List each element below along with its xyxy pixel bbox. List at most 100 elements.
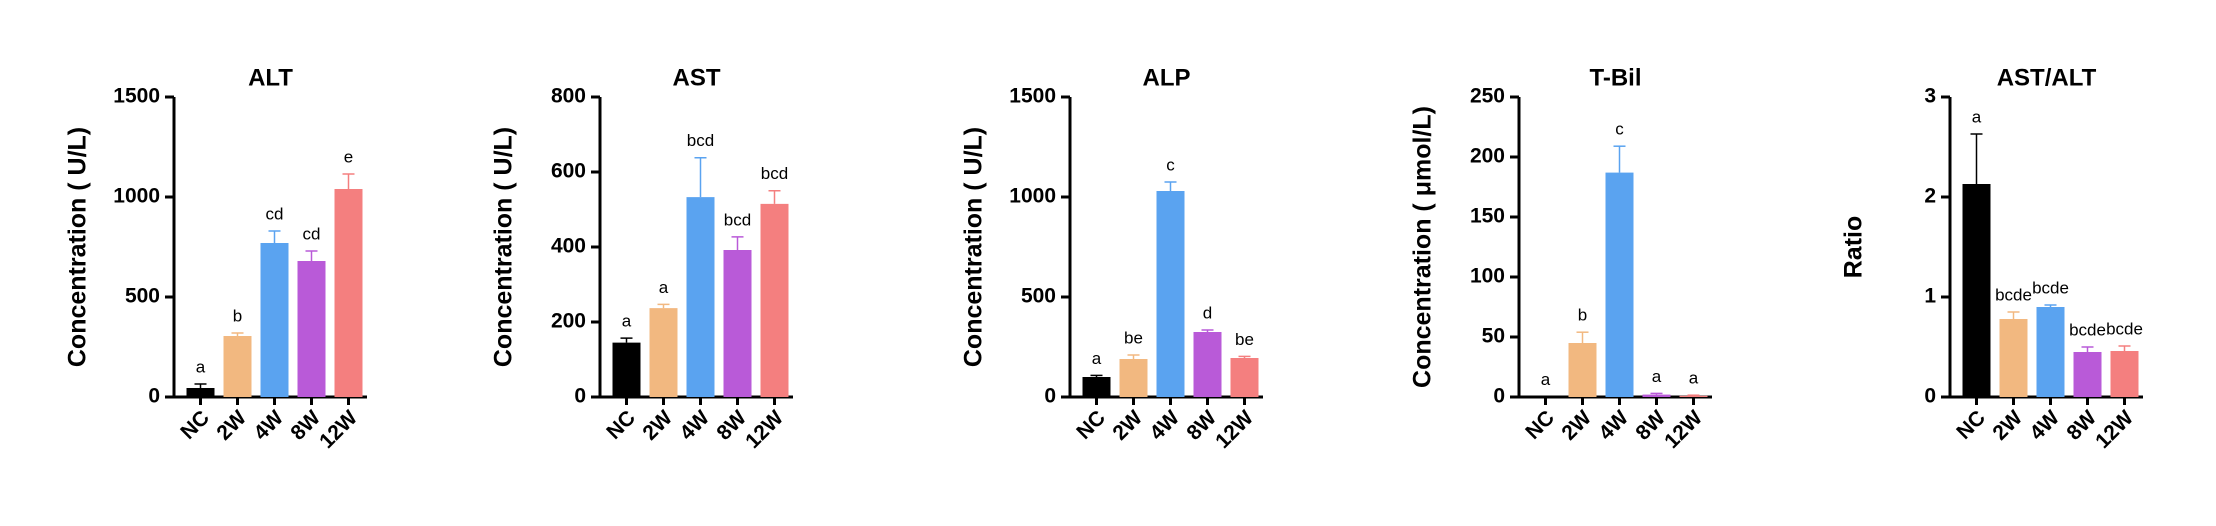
x-tick-label: 4W xyxy=(1145,406,1184,445)
y-tick-label: 0 xyxy=(1044,385,1056,408)
significance-label: be xyxy=(1235,330,1254,349)
chart-title: AST xyxy=(673,64,721,91)
significance-label: bcde xyxy=(2069,320,2106,339)
y-axis-label: Ratio xyxy=(1840,216,1868,279)
y-tick-label: 250 xyxy=(1470,85,1505,108)
bar xyxy=(1962,184,1991,397)
y-axis-label: Concentration ( U/L) xyxy=(960,127,988,367)
significance-label: cd xyxy=(303,224,321,243)
x-tick-label: 2W xyxy=(1108,406,1147,445)
y-tick-label: 1 xyxy=(1924,285,1936,308)
bar xyxy=(723,250,752,397)
x-tick-label: 4W xyxy=(675,406,714,445)
y-tick-label: 800 xyxy=(551,85,586,108)
y-tick-label: 200 xyxy=(1470,145,1505,168)
x-tick-label: 4W xyxy=(1594,406,1633,445)
bar xyxy=(334,189,363,397)
bar xyxy=(612,342,641,397)
x-tick-label: 2W xyxy=(1557,406,1596,445)
y-tick-label: 1000 xyxy=(1009,185,1056,208)
y-tick-label: 0 xyxy=(148,385,160,408)
significance-label: bcd xyxy=(761,164,788,183)
significance-label: bcde xyxy=(2106,319,2143,338)
y-tick-label: 100 xyxy=(1470,265,1505,288)
y-tick-label: 2 xyxy=(1924,185,1936,208)
x-tick-label: NC xyxy=(1521,406,1559,444)
significance-label: a xyxy=(1689,369,1699,388)
y-axis-label: Concentration ( μmol/L) xyxy=(1409,106,1437,388)
bar xyxy=(260,243,289,397)
y-tick-label: 0 xyxy=(1493,385,1505,408)
x-tick-label: NC xyxy=(602,406,640,444)
bar xyxy=(1999,319,2028,397)
chart-title: ALT xyxy=(248,64,293,91)
significance-label: a xyxy=(196,357,206,376)
significance-label: b xyxy=(1578,306,1587,325)
chart-title: T-Bil xyxy=(1590,64,1642,91)
x-tick-label: 2W xyxy=(212,406,251,445)
bar xyxy=(297,261,326,397)
significance-label: c xyxy=(1615,120,1624,139)
x-tick-label: 4W xyxy=(2025,406,2064,445)
y-tick-label: 500 xyxy=(125,285,160,308)
x-tick-label: 2W xyxy=(638,406,677,445)
significance-label: a xyxy=(1541,370,1551,389)
bar xyxy=(2073,352,2102,397)
x-tick-label: NC xyxy=(1072,406,1110,444)
x-tick-label: 12W xyxy=(1211,406,1258,453)
bar xyxy=(649,308,678,397)
chart-title: ALP xyxy=(1143,64,1191,91)
significance-label: bcd xyxy=(687,131,714,150)
significance-label: b xyxy=(233,306,242,325)
significance-label: a xyxy=(622,312,632,331)
x-tick-label: NC xyxy=(176,406,214,444)
x-tick-label: 12W xyxy=(741,406,788,453)
x-tick-label: 2W xyxy=(1988,406,2027,445)
bar xyxy=(1193,332,1222,397)
significance-label: cd xyxy=(266,204,284,223)
y-tick-label: 1000 xyxy=(113,185,160,208)
significance-label: e xyxy=(344,147,353,166)
significance-label: a xyxy=(659,278,669,297)
significance-label: be xyxy=(1124,328,1143,347)
y-tick-label: 500 xyxy=(1021,285,1056,308)
bar xyxy=(1119,359,1148,397)
x-tick-label: NC xyxy=(1952,406,1990,444)
significance-label: d xyxy=(1203,303,1212,322)
x-tick-label: 4W xyxy=(249,406,288,445)
y-tick-label: 3 xyxy=(1924,85,1936,108)
y-tick-label: 600 xyxy=(551,160,586,183)
chart-title: AST/ALT xyxy=(1997,64,2097,91)
bar xyxy=(2110,351,2139,397)
bar xyxy=(1230,358,1259,397)
significance-label: a xyxy=(1972,107,1982,126)
x-tick-label: 12W xyxy=(2091,406,2138,453)
y-tick-label: 1500 xyxy=(113,85,160,108)
bar xyxy=(1605,172,1634,397)
y-tick-label: 50 xyxy=(1482,325,1505,348)
bar xyxy=(186,388,215,397)
y-tick-label: 1500 xyxy=(1009,85,1056,108)
y-tick-label: 400 xyxy=(551,235,586,258)
significance-label: bcde xyxy=(1995,285,2032,304)
significance-label: bcde xyxy=(2032,278,2069,297)
bar xyxy=(223,336,252,397)
x-tick-label: 12W xyxy=(1660,406,1707,453)
bar xyxy=(1642,394,1671,397)
y-tick-label: 0 xyxy=(1924,385,1936,408)
significance-label: a xyxy=(1652,367,1662,386)
bar xyxy=(2036,307,2065,397)
y-axis-label: Concentration ( U/L) xyxy=(64,127,92,367)
bar xyxy=(1156,191,1185,397)
y-tick-label: 200 xyxy=(551,310,586,333)
bar xyxy=(760,203,789,397)
significance-label: bcd xyxy=(724,210,751,229)
significance-label: c xyxy=(1166,155,1175,174)
bar xyxy=(1679,395,1708,397)
bar xyxy=(1082,377,1111,397)
y-tick-label: 0 xyxy=(574,385,586,408)
y-axis-label: Concentration ( U/L) xyxy=(490,127,518,367)
significance-label: a xyxy=(1092,349,1102,368)
x-tick-label: 12W xyxy=(315,406,362,453)
